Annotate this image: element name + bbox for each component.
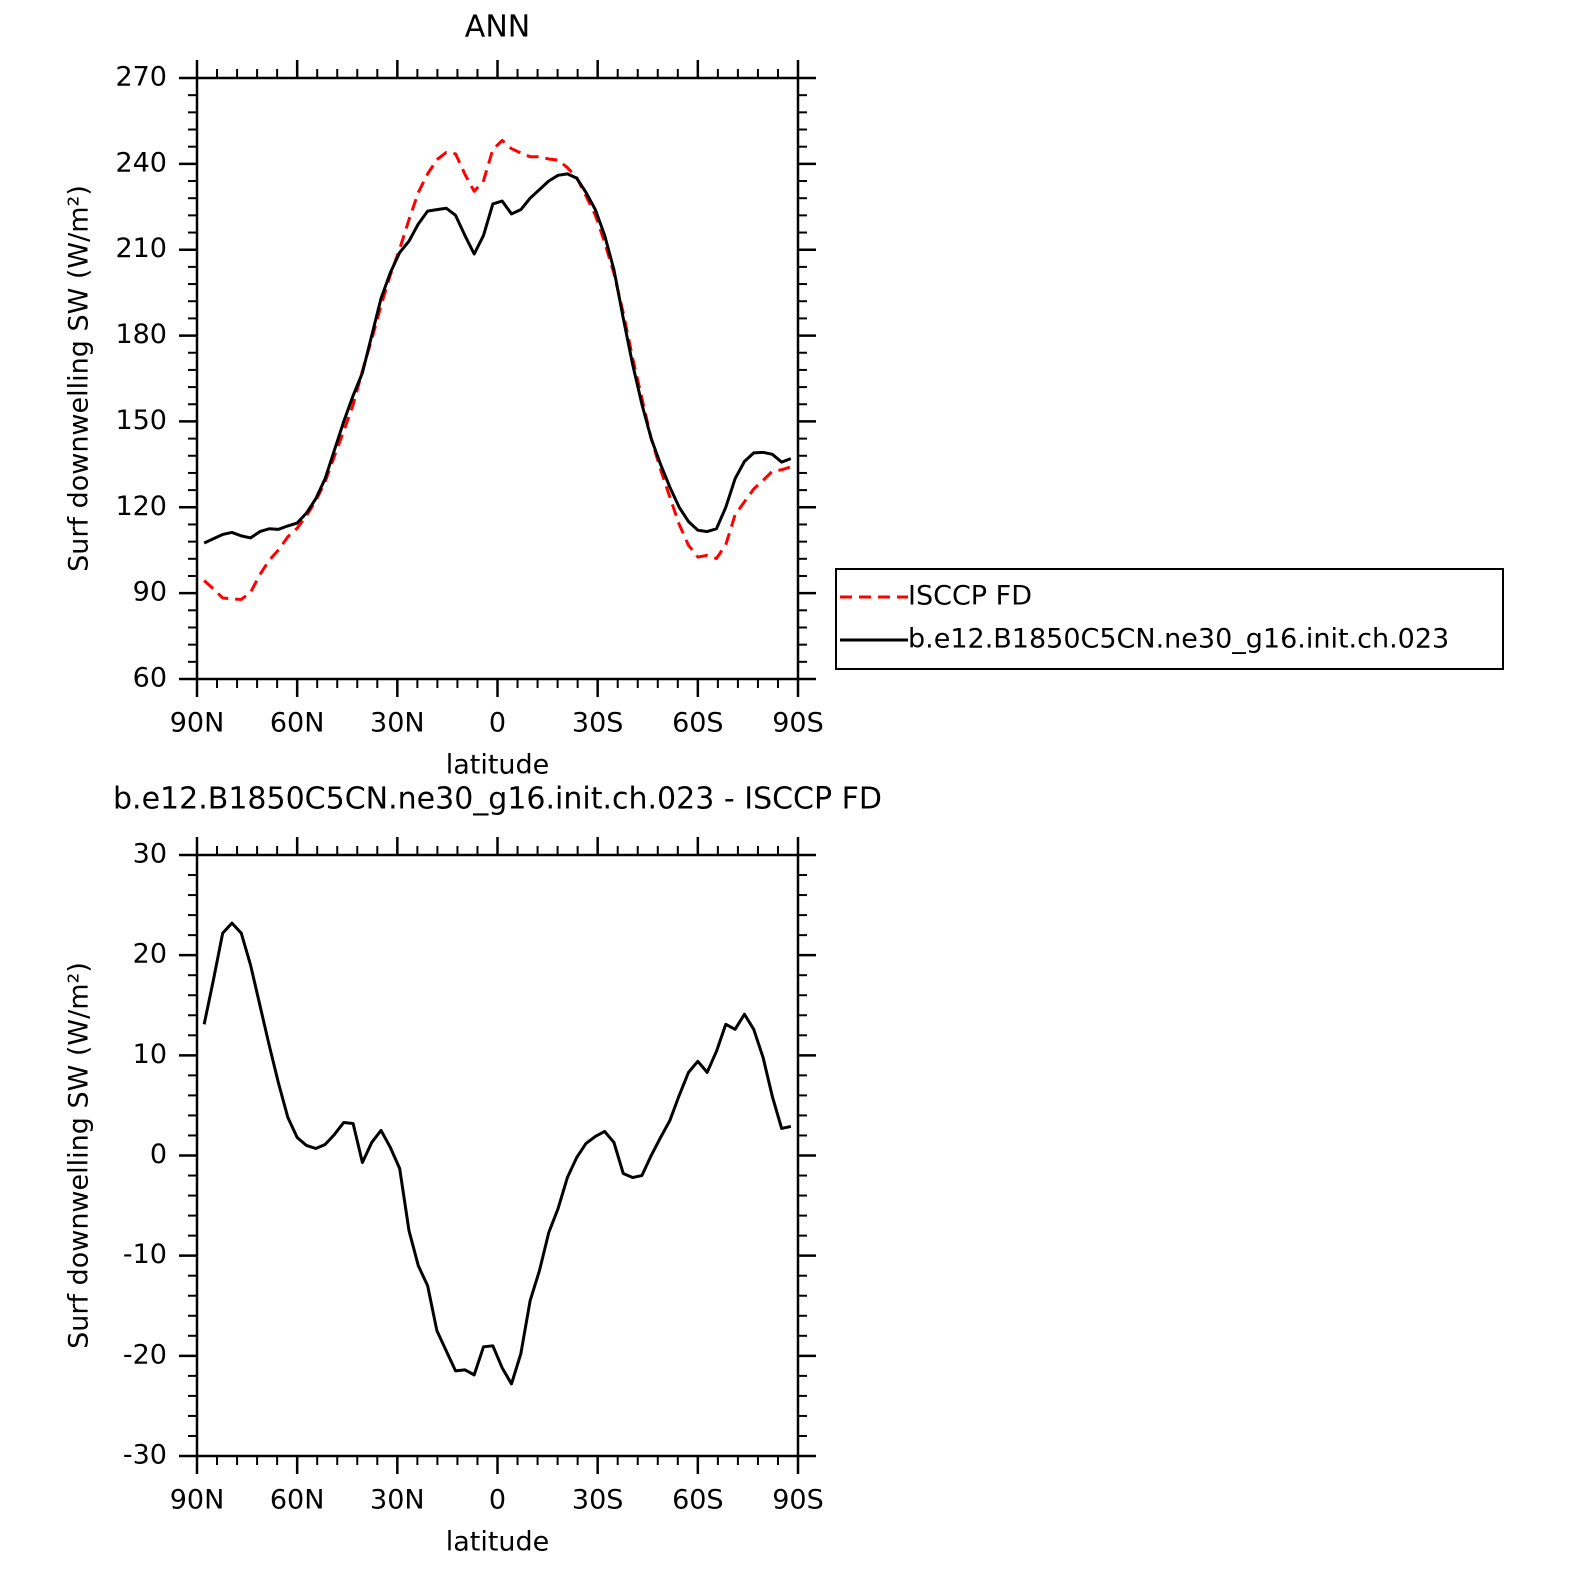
y-tick-label: 30 xyxy=(133,839,167,870)
data-line xyxy=(202,921,792,1386)
x-tick-label: 60N xyxy=(270,708,325,739)
y-tick-label: 90 xyxy=(133,577,167,608)
x-tick-label: 90N xyxy=(170,708,225,739)
data-line xyxy=(203,172,792,545)
y-tick-label: -20 xyxy=(123,1339,167,1370)
legend-label: ISCCP FD xyxy=(908,581,1032,612)
chart-title: ANN xyxy=(465,10,530,45)
y-tick-label: 20 xyxy=(133,939,167,970)
x-tick-label: 30S xyxy=(572,1485,624,1516)
x-tick-label: 30S xyxy=(572,708,624,739)
y-axis-label: Surf downwelling SW (W/m²) xyxy=(64,185,95,572)
plot-frame xyxy=(195,76,800,681)
chart-title: b.e12.B1850C5CN.ne30_g16.init.ch.023 - I… xyxy=(113,782,882,817)
y-tick-label: -10 xyxy=(123,1239,167,1270)
x-tick-label: 0 xyxy=(489,1485,506,1516)
y-tick-label: -30 xyxy=(123,1440,167,1471)
x-axis-label: latitude xyxy=(446,1527,550,1558)
x-tick-label: 60S xyxy=(672,708,724,739)
legend-box xyxy=(835,568,1504,670)
legend-label: b.e12.B1850C5CN.ne30_g16.init.ch.023 xyxy=(908,624,1449,655)
x-tick-label: 90N xyxy=(170,1485,225,1516)
y-tick-label: 240 xyxy=(115,147,167,178)
x-tick-label: 30N xyxy=(370,708,425,739)
y-tick-label: 0 xyxy=(150,1139,167,1170)
x-tick-label: 90S xyxy=(772,1485,824,1516)
y-tick-label: 210 xyxy=(115,233,167,264)
x-tick-label: 90S xyxy=(772,708,824,739)
x-tick-label: 0 xyxy=(489,708,506,739)
y-tick-label: 270 xyxy=(115,62,167,93)
y-tick-label: 180 xyxy=(115,319,167,350)
x-tick-label: 30N xyxy=(370,1485,425,1516)
y-tick-label: 10 xyxy=(133,1039,167,1070)
y-tick-label: 60 xyxy=(133,663,167,694)
x-tick-label: 60S xyxy=(672,1485,724,1516)
y-axis-label: Surf downwelling SW (W/m²) xyxy=(64,962,95,1349)
x-axis-label: latitude xyxy=(446,750,550,781)
x-tick-label: 60N xyxy=(270,1485,325,1516)
y-tick-label: 120 xyxy=(115,491,167,522)
data-line xyxy=(203,138,792,601)
plot-frame xyxy=(195,853,800,1458)
y-tick-label: 150 xyxy=(115,405,167,436)
